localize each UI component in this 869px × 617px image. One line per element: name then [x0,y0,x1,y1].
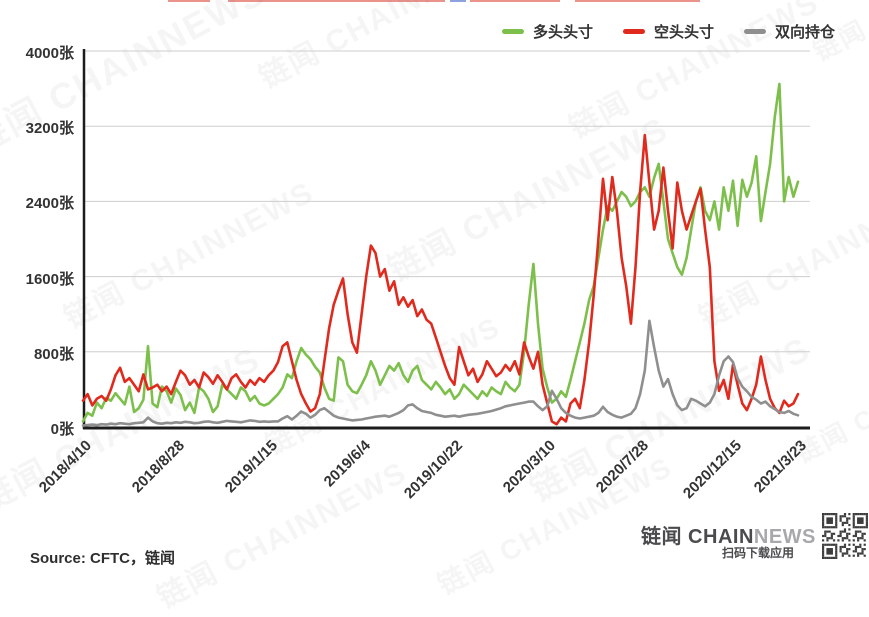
cutoff-title-blue [450,0,466,2]
cutoff-title-red-1 [168,0,210,2]
legend-item-short: 空头头寸 [622,21,714,42]
legend-swatch-short [622,29,645,34]
y-axis-label: 2400张 [25,195,74,213]
brand-text-primary: 链闻 CHAIN [641,526,754,548]
y-axis-label: 800张 [33,345,74,363]
brand-logo: 链闻 CHAINNEWS [641,520,816,549]
y-axis-label: 3200张 [25,120,74,138]
y-axis-label: 0张 [50,421,74,438]
legend-swatch-long [501,29,524,34]
legend-item-long: 多头头寸 [501,21,593,42]
source-note: Source: CFTC，链闻 [30,550,176,567]
cutoff-title-red-4 [575,0,700,2]
brand-text-secondary: NEWS [753,526,816,548]
qr-code [822,513,868,559]
cutoff-title-red-2 [228,0,445,2]
chart-legend: 多头头寸 空头头寸 双向持仓 [501,21,835,42]
cutoff-title-red-3 [470,0,560,2]
legend-item-both: 双向持仓 [743,21,835,42]
legend-label-both: 双向持仓 [774,24,835,41]
plot-area [81,49,810,430]
legend-label-short: 空头头寸 [653,24,714,41]
qr-caption: 扫码下载应用 [722,546,795,560]
legend-label-long: 多头头寸 [532,24,593,41]
y-axis-label: 4000张 [25,45,74,62]
legend-swatch-both [743,29,766,34]
y-axis-label: 1600张 [25,270,74,288]
